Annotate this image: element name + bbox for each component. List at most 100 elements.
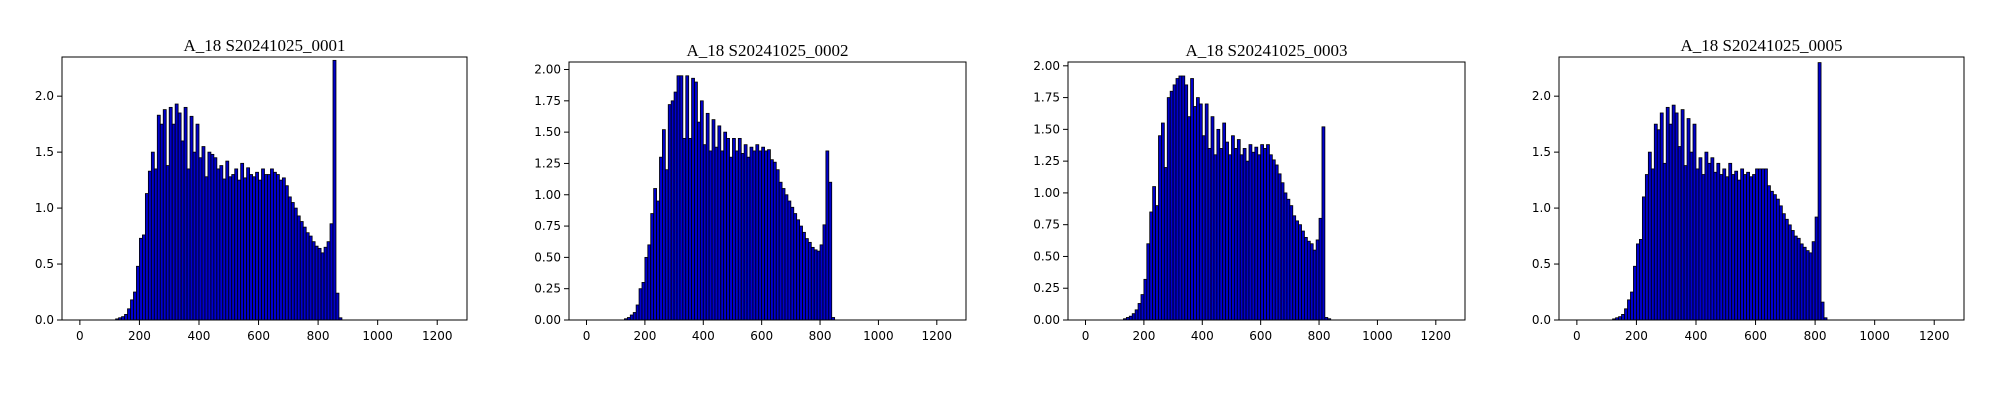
- histogram-bar: [1755, 168, 1759, 321]
- histogram-bar: [156, 114, 161, 321]
- histogram-bar: [237, 179, 242, 321]
- histogram-bar: [1257, 154, 1262, 321]
- histogram-bar: [1656, 129, 1661, 321]
- histogram-bar: [1321, 126, 1326, 321]
- y-tick-label: 2.00: [1033, 59, 1060, 73]
- histogram-bar: [1231, 135, 1235, 321]
- histogram-bar: [222, 178, 227, 321]
- histogram-bar: [1805, 250, 1810, 321]
- histogram-bar: [189, 115, 194, 321]
- histogram-bar: [1713, 171, 1718, 321]
- histogram-bar: [1707, 162, 1712, 321]
- histogram-bar: [1737, 179, 1742, 321]
- histogram-bar: [204, 176, 209, 321]
- histogram-bar: [1315, 239, 1320, 321]
- histogram-bar: [273, 171, 277, 321]
- histogram-bar: [1228, 154, 1232, 321]
- histogram-bar: [201, 146, 206, 321]
- y-tick-label: 0.50: [534, 250, 561, 264]
- histogram-chart-1: 0 200 400 600 800 1000 1200 0.0 0.5 1.0 1.5 2.0 A_18…: [35, 36, 468, 343]
- histogram-bar: [1633, 265, 1637, 321]
- y-tick-label: 0.5: [35, 257, 54, 271]
- y-tick-label: 2.0: [1532, 89, 1551, 103]
- chart-panel-2: 0 200 400 600 800 1000 1200 0.00 0.25 0.50 0.75 1.0…: [499, 0, 997, 402]
- y-tick-label: 0.75: [534, 219, 561, 233]
- chart-panel-3: 0 200 400 600 800 1000 1200 0.00 0.25 0.50 0.75 1.0…: [998, 0, 1496, 402]
- histogram-bar: [225, 160, 230, 321]
- histogram-bar: [1225, 141, 1229, 321]
- histogram-bar: [153, 168, 158, 321]
- histogram-bar: [1775, 198, 1780, 321]
- histogram-bar: [1155, 205, 1159, 321]
- histogram-chart-3: 0 200 400 600 800 1000 1200 0.00 0.25 0.50 0.75 1.0…: [1033, 41, 1466, 343]
- histogram-bar: [1671, 104, 1676, 321]
- histogram-bar: [1734, 170, 1739, 321]
- histogram-bar: [1216, 128, 1221, 321]
- histogram-bar: [1146, 243, 1151, 321]
- x-tick-label: 800: [809, 329, 832, 343]
- histogram-bar: [1621, 314, 1625, 321]
- histogram-bar: [1692, 123, 1697, 321]
- histogram-bar: [691, 77, 695, 321]
- histogram-bar: [673, 91, 678, 321]
- histogram-bar: [1641, 196, 1646, 321]
- histogram-bar: [216, 168, 221, 321]
- axes-frame: [1067, 61, 1466, 321]
- histogram-bar: [1820, 301, 1825, 321]
- histogram-bar: [1630, 291, 1634, 321]
- histogram-bar: [1289, 205, 1294, 321]
- histogram-bar: [787, 200, 792, 321]
- histogram-bar: [1269, 154, 1273, 321]
- histogram-bar: [1128, 315, 1133, 321]
- x-tick-label: 0: [583, 329, 591, 343]
- histogram-bar: [168, 106, 173, 321]
- histogram-bar: [1166, 97, 1171, 321]
- histogram-bar: [650, 213, 655, 321]
- histogram-bar: [685, 75, 690, 321]
- histogram-bar: [192, 151, 197, 321]
- histogram-bar: [641, 282, 646, 321]
- histogram-bar: [1134, 309, 1139, 321]
- x-tick-label: 1000: [1362, 329, 1393, 343]
- histogram-bar: [1143, 278, 1148, 321]
- histogram-bar: [781, 188, 786, 321]
- histogram-bar: [1181, 75, 1186, 321]
- histogram-bar: [1650, 168, 1655, 321]
- histogram-bar: [726, 137, 730, 321]
- histogram-bar: [1704, 151, 1709, 321]
- histogram-bar: [635, 304, 640, 321]
- histogram-bar: [813, 249, 818, 321]
- histogram-bar: [1624, 308, 1628, 321]
- histogram-bar: [127, 308, 131, 321]
- histogram-bar: [805, 238, 809, 321]
- histogram-bar: [1196, 97, 1200, 321]
- histogram-bar: [1152, 186, 1156, 321]
- axes-frame: [568, 61, 967, 321]
- x-tick-label: 1000: [1859, 329, 1890, 343]
- y-tick-label: 0.75: [1033, 218, 1060, 232]
- histogram-bar: [737, 137, 742, 321]
- histogram-bar: [1719, 174, 1724, 321]
- histogram-bar: [734, 150, 739, 321]
- histogram-bar: [1260, 144, 1264, 321]
- histogram-bar: [302, 226, 307, 321]
- histogram-bar: [1811, 241, 1816, 321]
- histogram-bar: [682, 137, 687, 321]
- histogram-bar: [1286, 198, 1291, 321]
- histogram-bar: [1639, 239, 1643, 321]
- histogram-bar: [746, 156, 751, 321]
- histogram-bar: [694, 81, 698, 321]
- histogram-bar: [1659, 112, 1664, 321]
- histogram-bar: [740, 153, 745, 321]
- histogram-bar: [1280, 182, 1285, 321]
- histogram-bar: [335, 292, 340, 321]
- histogram-bar: [1318, 217, 1323, 321]
- histogram-bar: [1698, 157, 1703, 321]
- histogram-bar: [1808, 252, 1813, 321]
- chart-title: A_18 S20241025_0001: [184, 36, 346, 55]
- histogram-bar: [784, 194, 789, 321]
- histogram-bar: [1184, 84, 1189, 321]
- histogram-bar: [1802, 246, 1807, 321]
- histogram-bar: [697, 121, 701, 321]
- y-tick-label: 1.50: [534, 125, 561, 139]
